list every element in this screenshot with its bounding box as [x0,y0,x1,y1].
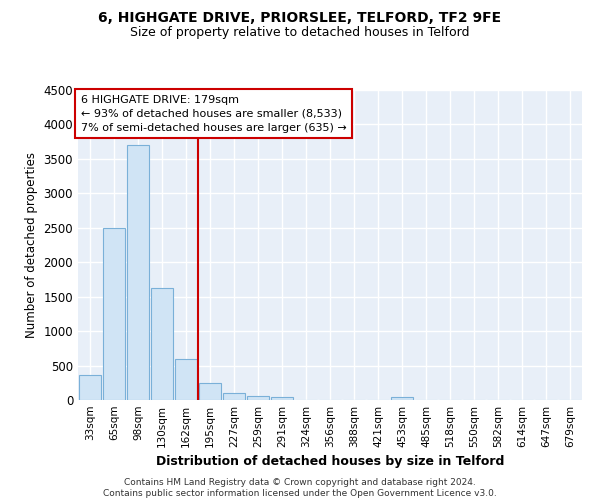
Text: Contains HM Land Registry data © Crown copyright and database right 2024.
Contai: Contains HM Land Registry data © Crown c… [103,478,497,498]
Bar [79,374,101,400]
Text: 6, HIGHGATE DRIVE, PRIORSLEE, TELFORD, TF2 9FE: 6, HIGHGATE DRIVE, PRIORSLEE, TELFORD, T… [98,11,502,25]
Text: Size of property relative to detached houses in Telford: Size of property relative to detached ho… [130,26,470,39]
Text: 6 HIGHGATE DRIVE: 179sqm
← 93% of detached houses are smaller (8,533)
7% of semi: 6 HIGHGATE DRIVE: 179sqm ← 93% of detach… [80,94,346,132]
Bar [127,145,149,400]
X-axis label: Distribution of detached houses by size in Telford: Distribution of detached houses by size … [156,456,504,468]
Bar [175,358,197,400]
Bar [391,396,413,400]
Bar [103,228,125,400]
Bar [271,396,293,400]
Bar [151,288,173,400]
Bar [247,396,269,400]
Y-axis label: Number of detached properties: Number of detached properties [25,152,38,338]
Bar [199,384,221,400]
Bar [223,393,245,400]
